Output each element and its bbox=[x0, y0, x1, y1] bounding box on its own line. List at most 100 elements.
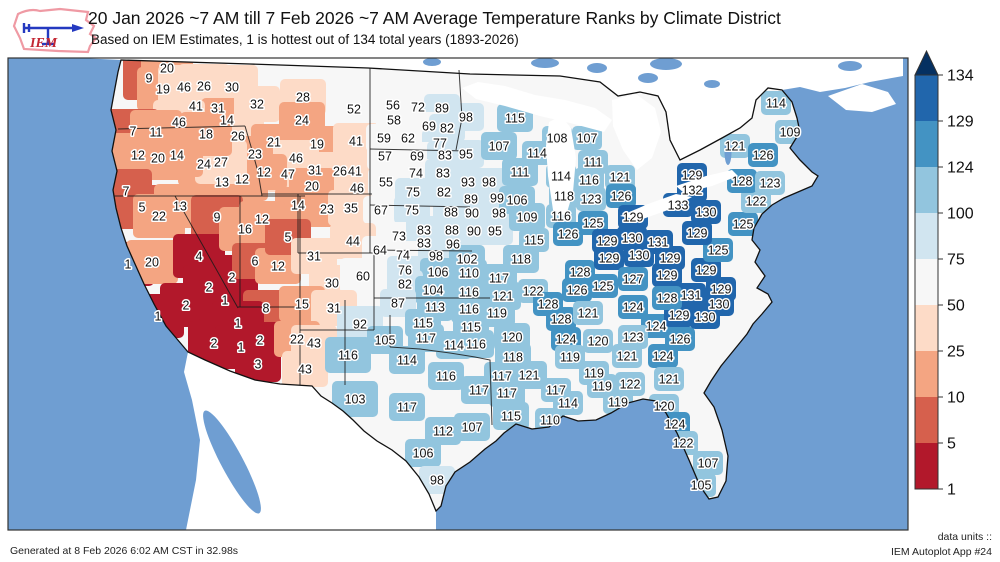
district-rank-label: 83 bbox=[438, 149, 452, 163]
district-rank-label: 115 bbox=[413, 317, 433, 331]
district-rank-label: 124 bbox=[665, 418, 686, 432]
district-rank-label: 98 bbox=[492, 207, 506, 221]
district-rank-label: 41 bbox=[349, 135, 363, 149]
district-rank-label: 46 bbox=[289, 152, 303, 166]
district-rank-label: 120 bbox=[654, 400, 675, 414]
district-rank-label: 90 bbox=[467, 225, 481, 239]
district-rank-label: 103 bbox=[345, 393, 366, 407]
district-rank-label: 5 bbox=[285, 231, 292, 245]
district-cell bbox=[728, 212, 758, 236]
district-rank-label: 19 bbox=[156, 83, 170, 97]
district-rank-label: 123 bbox=[581, 193, 602, 207]
district-rank-label: 118 bbox=[511, 253, 531, 267]
colorbar-tick-label: 124 bbox=[947, 160, 974, 177]
district-rank-label: 126 bbox=[567, 284, 588, 298]
district-cell bbox=[408, 324, 444, 352]
district-rank-label: 14 bbox=[220, 114, 234, 128]
district-rank-label: 114 bbox=[397, 354, 417, 368]
data-units-label: data units :: bbox=[937, 531, 992, 543]
district-rank-label: 60 bbox=[356, 270, 370, 284]
district-rank-label: 131 bbox=[681, 289, 702, 303]
district-rank-label: 99 bbox=[490, 192, 504, 206]
district-rank-label: 115 bbox=[524, 234, 544, 248]
district-rank-label: 12 bbox=[257, 166, 271, 180]
district-rank-label: 23 bbox=[248, 148, 262, 162]
district-cell bbox=[618, 295, 648, 319]
district-rank-label: 43 bbox=[298, 363, 312, 377]
district-rank-label: 112 bbox=[433, 425, 453, 439]
district-rank-label: 1 bbox=[235, 317, 242, 331]
district-rank-label: 98 bbox=[459, 111, 473, 125]
district-rank-label: 116 bbox=[579, 174, 599, 188]
district-rank-label: 96 bbox=[446, 238, 460, 252]
district-rank-label: 127 bbox=[623, 273, 644, 287]
district-rank-label: 9 bbox=[214, 211, 221, 225]
district-rank-label: 46 bbox=[172, 116, 186, 130]
district-rank-label: 75 bbox=[406, 186, 420, 200]
district-cell bbox=[428, 362, 464, 390]
district-rank-label: 106 bbox=[428, 266, 449, 280]
district-cell bbox=[425, 417, 461, 445]
district-rank-label: 128 bbox=[538, 298, 559, 312]
district-rank-label: 116 bbox=[338, 349, 358, 363]
district-rank-label: 47 bbox=[281, 168, 295, 182]
district-rank-label: 117 bbox=[397, 401, 417, 415]
colorbar-tick-label: 5 bbox=[947, 436, 956, 453]
district-cell bbox=[605, 165, 635, 189]
district-rank-label: 93 bbox=[461, 176, 475, 190]
district-rank-label: 125 bbox=[733, 218, 754, 232]
district-rank-label: 11 bbox=[150, 126, 163, 140]
district-rank-label: 1 bbox=[238, 341, 245, 355]
district-cell bbox=[654, 367, 684, 391]
district-rank-label: 56 bbox=[386, 99, 400, 113]
colorbar-segment bbox=[915, 75, 938, 121]
district-cell bbox=[331, 91, 377, 127]
district-rank-label: 20 bbox=[305, 180, 319, 194]
district-rank-label: 24 bbox=[295, 114, 309, 128]
district-cell bbox=[477, 217, 513, 245]
district-rank-label: 125 bbox=[593, 280, 614, 294]
canada-lakes bbox=[423, 58, 862, 88]
district-rank-label: 126 bbox=[558, 228, 579, 242]
district-rank-label: 14 bbox=[170, 149, 184, 163]
district-cell bbox=[389, 346, 425, 374]
district-cell bbox=[574, 168, 604, 192]
district-cell bbox=[691, 258, 721, 282]
colorbar-segment bbox=[915, 305, 938, 351]
district-cell bbox=[481, 132, 517, 160]
district-cell bbox=[235, 346, 281, 382]
district-rank-label: 13 bbox=[173, 200, 187, 214]
district-rank-label: 46 bbox=[350, 182, 364, 196]
district-cell bbox=[652, 286, 682, 310]
colorbar-segment bbox=[915, 259, 938, 305]
colorbar-segment bbox=[915, 167, 938, 213]
district-rank-label: 128 bbox=[732, 175, 753, 189]
district-rank-label: 124 bbox=[556, 333, 577, 347]
district-rank-label: 116 bbox=[551, 210, 571, 224]
district-rank-label: 27 bbox=[214, 156, 228, 170]
district-rank-label: 2 bbox=[183, 299, 190, 313]
district-rank-label: 82 bbox=[398, 278, 412, 292]
district-cell bbox=[502, 158, 538, 186]
generated-timestamp: Generated at 8 Feb 2026 6:02 AM CST in 3… bbox=[10, 545, 239, 557]
district-rank-label: 22 bbox=[290, 333, 304, 347]
district-cell bbox=[151, 133, 203, 177]
district-cell bbox=[234, 86, 280, 122]
district-rank-label: 110 bbox=[540, 414, 560, 428]
district-rank-label: 121 bbox=[578, 307, 599, 321]
colorbar-segment bbox=[915, 213, 938, 259]
district-rank-label: 15 bbox=[295, 298, 309, 312]
district-rank-label: 1 bbox=[222, 294, 229, 308]
district-rank-label: 23 bbox=[320, 203, 334, 217]
district-rank-label: 107 bbox=[577, 132, 598, 146]
district-rank-label: 129 bbox=[599, 252, 620, 266]
district-cell bbox=[325, 337, 371, 373]
district-rank-label: 2 bbox=[206, 281, 213, 295]
district-rank-label: 74 bbox=[396, 249, 410, 263]
district-rank-label: 12 bbox=[271, 260, 285, 274]
district-rank-label: 116 bbox=[436, 370, 456, 384]
district-cell bbox=[489, 379, 525, 407]
district-rank-label: 122 bbox=[746, 195, 767, 209]
district-cell bbox=[755, 171, 785, 195]
